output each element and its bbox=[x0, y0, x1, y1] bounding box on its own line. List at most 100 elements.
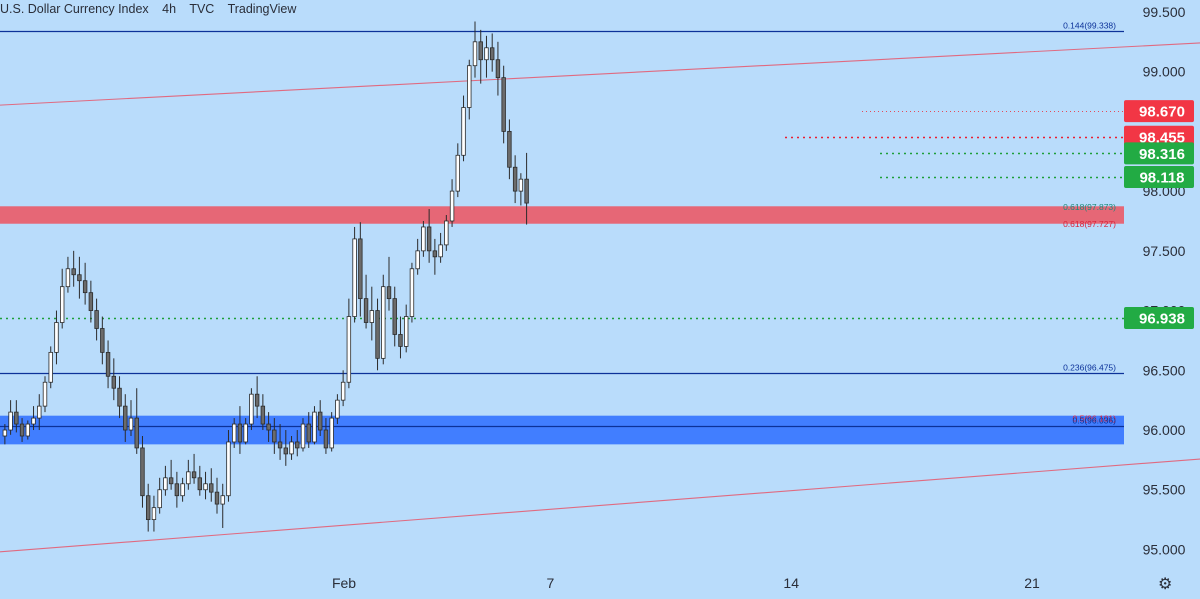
candle-body bbox=[186, 471, 191, 485]
candle-body bbox=[88, 292, 94, 311]
candle-body bbox=[449, 190, 455, 222]
candle-body bbox=[363, 298, 369, 323]
candle-body bbox=[37, 405, 42, 419]
candle-body bbox=[312, 411, 317, 443]
candle-body bbox=[358, 238, 363, 300]
candle-body bbox=[352, 238, 357, 317]
candle-body bbox=[489, 47, 495, 61]
exchange-label: TVC bbox=[189, 2, 215, 16]
y-tick-label: 96.000 bbox=[1143, 422, 1186, 438]
candle-body bbox=[157, 489, 162, 509]
candle-body bbox=[426, 226, 432, 252]
candle-body bbox=[220, 495, 225, 505]
lower-channel bbox=[0, 458, 1200, 553]
fib-0.144-label: 0.144(99.338) bbox=[1063, 21, 1116, 31]
candle-body bbox=[163, 477, 168, 491]
y-tick-label: 99.000 bbox=[1143, 64, 1186, 80]
candle-body bbox=[197, 477, 202, 491]
candle-body bbox=[100, 328, 105, 353]
y-tick-label: 97.500 bbox=[1143, 243, 1186, 259]
candle-body bbox=[140, 447, 145, 497]
candle-body bbox=[295, 441, 300, 449]
fib-0.5-label: 0.5(96.036) bbox=[1073, 416, 1117, 426]
candle-body bbox=[512, 166, 518, 192]
candle-body bbox=[111, 375, 116, 389]
candle-body bbox=[272, 429, 277, 443]
price-axis bbox=[1124, 0, 1200, 599]
candle-body bbox=[231, 423, 237, 443]
candle-body bbox=[329, 417, 334, 449]
candle-body bbox=[472, 41, 478, 67]
candle-body bbox=[60, 286, 65, 323]
candle-body bbox=[180, 483, 185, 497]
price-badge bbox=[1124, 100, 1194, 123]
red-zone-label: 0.618(97.873) bbox=[1063, 202, 1116, 212]
price-badge-label: 96.938 bbox=[1139, 310, 1185, 327]
x-tick-label: 21 bbox=[1024, 575, 1040, 591]
candle-body bbox=[14, 411, 19, 425]
candle-body bbox=[444, 220, 449, 246]
candle-body bbox=[260, 405, 266, 425]
y-tick-label: 99.500 bbox=[1143, 4, 1186, 20]
candle-body bbox=[31, 417, 36, 425]
candle-body bbox=[237, 423, 243, 443]
candle-body bbox=[128, 417, 134, 431]
candle-body bbox=[54, 322, 59, 353]
candle-body bbox=[478, 41, 483, 61]
price-badge-label: 98.670 bbox=[1139, 104, 1185, 121]
candle-body bbox=[403, 316, 409, 347]
settings-gear-icon[interactable]: ⚙ bbox=[1158, 576, 1173, 593]
x-tick-label: 7 bbox=[547, 575, 555, 591]
candle-body bbox=[306, 423, 311, 443]
candle-body bbox=[398, 334, 403, 347]
candle-body bbox=[77, 274, 82, 282]
candle-body bbox=[65, 268, 71, 288]
price-badge bbox=[1124, 306, 1194, 329]
candle-body bbox=[438, 244, 443, 258]
candle-body bbox=[289, 441, 294, 455]
candle-body bbox=[386, 286, 392, 300]
price-badge-label: 98.455 bbox=[1139, 129, 1185, 146]
chart-title: U.S. Dollar Currency Index 4h TVC Tradin… bbox=[0, 2, 306, 16]
price-badge-label: 98.118 bbox=[1139, 170, 1184, 187]
candle-body bbox=[392, 298, 397, 335]
candle-body bbox=[94, 310, 99, 329]
candle-body bbox=[375, 310, 380, 359]
candle-body bbox=[495, 59, 501, 79]
candle-body bbox=[346, 316, 352, 383]
red-zone bbox=[0, 206, 1124, 224]
y-tick-label: 95.000 bbox=[1143, 541, 1186, 557]
candle-body bbox=[507, 130, 512, 168]
candle-body bbox=[25, 423, 30, 437]
y-tick-label: 96.500 bbox=[1143, 362, 1186, 378]
candle-body bbox=[174, 483, 180, 497]
candle-body bbox=[461, 107, 466, 156]
candle-body bbox=[432, 250, 438, 258]
candle-body bbox=[209, 483, 214, 493]
candle-body bbox=[340, 381, 346, 401]
candle-body bbox=[105, 351, 111, 377]
candle-body bbox=[277, 441, 283, 449]
candle-body bbox=[484, 47, 489, 61]
candle-body bbox=[145, 495, 151, 521]
candle-body bbox=[117, 387, 122, 407]
price-badge bbox=[1124, 125, 1194, 148]
candle-body bbox=[501, 77, 506, 132]
interval-label[interactable]: 4h bbox=[162, 2, 177, 16]
blue-zone bbox=[0, 415, 1124, 445]
candle-body bbox=[2, 429, 8, 437]
source-label: TradingView bbox=[227, 2, 297, 16]
candle-body bbox=[134, 417, 139, 449]
candle-body bbox=[48, 351, 53, 383]
candle-body bbox=[467, 65, 472, 108]
candle-body bbox=[243, 423, 248, 443]
upper-channel bbox=[0, 42, 1200, 106]
candle-body bbox=[283, 447, 288, 455]
symbol-name[interactable]: U.S. Dollar Currency Index bbox=[0, 2, 149, 16]
candle-body bbox=[249, 393, 254, 425]
price-badge bbox=[1124, 166, 1194, 189]
x-tick-label: 14 bbox=[783, 575, 799, 591]
price-badge-label: 98.316 bbox=[1139, 146, 1185, 163]
candle-body bbox=[214, 491, 220, 505]
